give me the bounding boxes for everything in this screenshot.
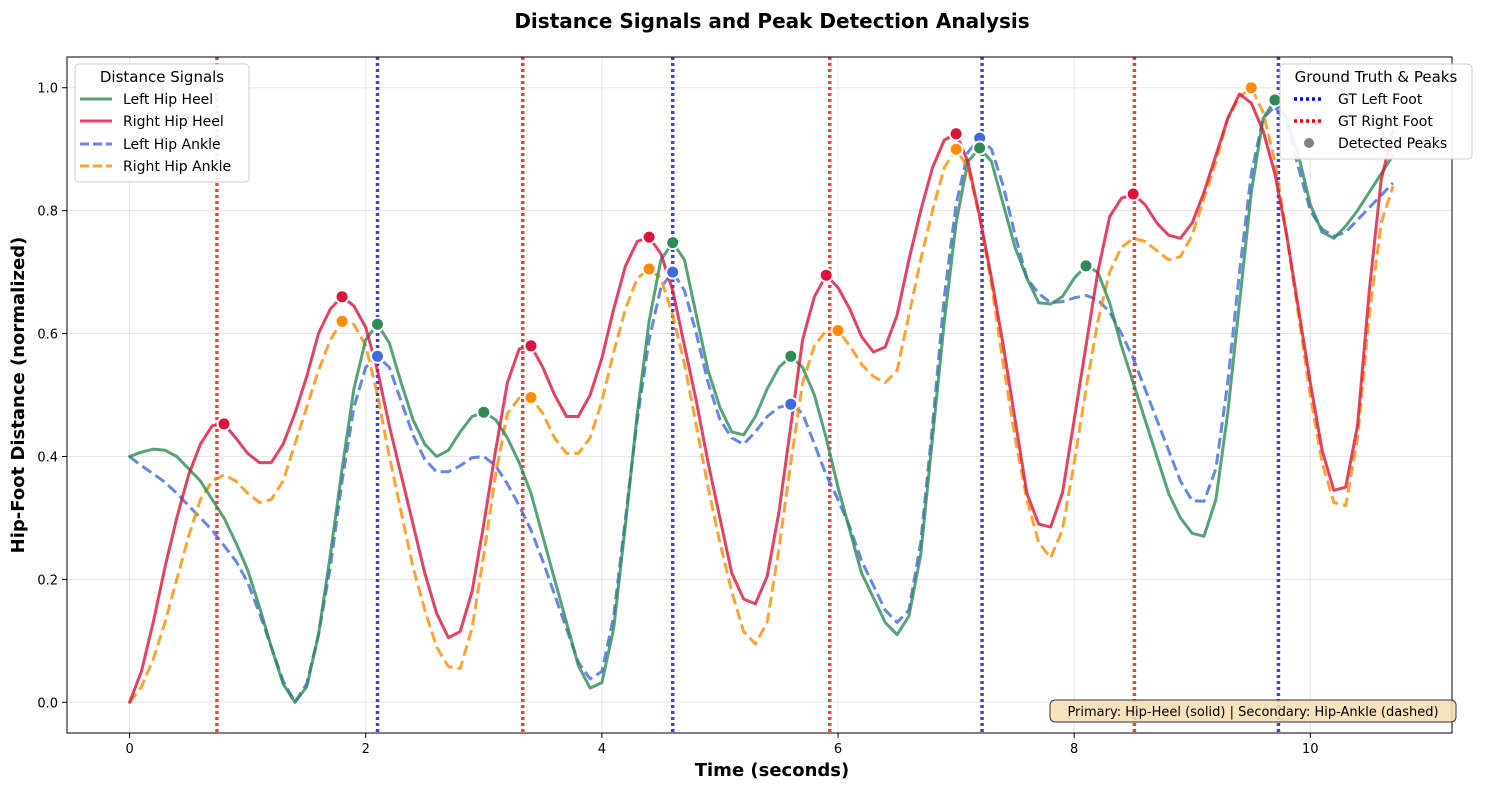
series-line-left-hip-ankle	[128, 104, 1395, 704]
y-tick-label: 0.2	[37, 573, 58, 588]
x-axis-label: Time (seconds)	[695, 760, 850, 781]
series-line-left-hip-heel	[128, 98, 1395, 704]
legend-signals-title: Distance Signals	[100, 68, 224, 86]
y-tick-label: 0.8	[37, 205, 58, 220]
peak-marker-right-hip-heel	[523, 338, 539, 354]
peak-marker-right-hip-ankle	[641, 261, 657, 277]
annotation-note: Primary: Hip-Heel (solid) | Secondary: H…	[1049, 699, 1457, 723]
ground-truth-lines	[215, 57, 1281, 733]
legend-peaks-box	[1279, 63, 1473, 160]
legend-signals: Distance Signals Left Hip Heel Right Hip…	[74, 63, 250, 183]
legend-entry-gt-left-foot: GT Left Foot	[1338, 92, 1423, 108]
chart-title: Distance Signals and Peak Detection Anal…	[514, 9, 1029, 33]
peak-marker-right-hip-heel	[334, 289, 350, 305]
legend-entry-gt-right-foot: GT Right Foot	[1338, 114, 1433, 130]
legend-entry-detected-peaks: Detected Peaks	[1338, 136, 1447, 152]
peak-marker-right-hip-ankle	[1243, 80, 1259, 96]
peak-marker-right-hip-heel	[818, 267, 834, 283]
axis-ticks: 0 2 4 6 8 10 0.0 0.2 0.4 0.6 0.8 1.0	[37, 82, 1318, 757]
annotation-note-text: Primary: Hip-Heel (solid) | Secondary: H…	[1067, 705, 1438, 720]
peak-marker-right-hip-heel	[216, 416, 232, 432]
x-tick-label: 2	[362, 742, 370, 757]
legend-entry-left-hip-heel: Left Hip Heel	[123, 92, 213, 108]
legend-swatch-detected-peaks	[1304, 138, 1314, 148]
series-line-right-hip-heel	[128, 92, 1395, 704]
plot-frame	[66, 56, 1453, 734]
peak-marker-left-hip-heel	[665, 235, 681, 251]
peak-marker-left-hip-ankle	[665, 264, 681, 280]
legend-peaks-title: Ground Truth & Peaks	[1295, 68, 1458, 86]
peak-marker-left-hip-ankle	[783, 396, 799, 412]
peak-marker-left-hip-heel	[1267, 92, 1283, 108]
peak-marker-left-hip-ankle	[370, 348, 385, 364]
peak-marker-left-hip-heel	[783, 348, 799, 364]
peak-marker-right-hip-heel	[641, 229, 657, 245]
peak-marker-right-hip-ankle	[334, 313, 350, 329]
y-tick-label: 1.0	[37, 82, 58, 97]
legend-entry-right-hip-ankle: Right Hip Ankle	[123, 159, 231, 175]
y-tick-label: 0.4	[37, 450, 58, 465]
legend-signals-box	[74, 63, 250, 183]
x-tick-label: 0	[125, 742, 133, 757]
series-lines	[128, 86, 1395, 704]
peak-marker-right-hip-heel	[948, 126, 964, 142]
peak-marker-left-hip-heel	[370, 316, 385, 332]
y-axis-label: Hip-Foot Distance (normalized)	[8, 237, 29, 554]
y-tick-label: 0.0	[37, 696, 58, 711]
x-tick-label: 4	[598, 742, 606, 757]
peak-marker-left-hip-heel	[972, 140, 988, 156]
detected-peaks	[216, 80, 1283, 432]
peak-marker-left-hip-heel	[476, 404, 492, 420]
peak-marker-right-hip-ankle	[948, 141, 964, 157]
x-tick-label: 6	[834, 742, 842, 757]
peak-marker-left-hip-heel	[1078, 258, 1094, 274]
legend-peaks: Ground Truth & Peaks GT Left Foot GT Rig…	[1279, 63, 1473, 160]
peak-marker-right-hip-heel	[1125, 186, 1141, 202]
peak-marker-right-hip-ankle	[830, 323, 846, 338]
x-tick-label: 8	[1070, 742, 1078, 757]
peak-marker-right-hip-ankle	[523, 390, 539, 405]
x-tick-label: 10	[1302, 742, 1319, 757]
legend-entry-right-hip-heel: Right Hip Heel	[123, 114, 224, 130]
grid	[67, 57, 1452, 733]
series-line-right-hip-ankle	[128, 86, 1395, 704]
annotation-note-box	[1049, 699, 1457, 723]
legend-entry-left-hip-ankle: Left Hip Ankle	[123, 137, 221, 153]
y-tick-label: 0.6	[37, 328, 58, 343]
